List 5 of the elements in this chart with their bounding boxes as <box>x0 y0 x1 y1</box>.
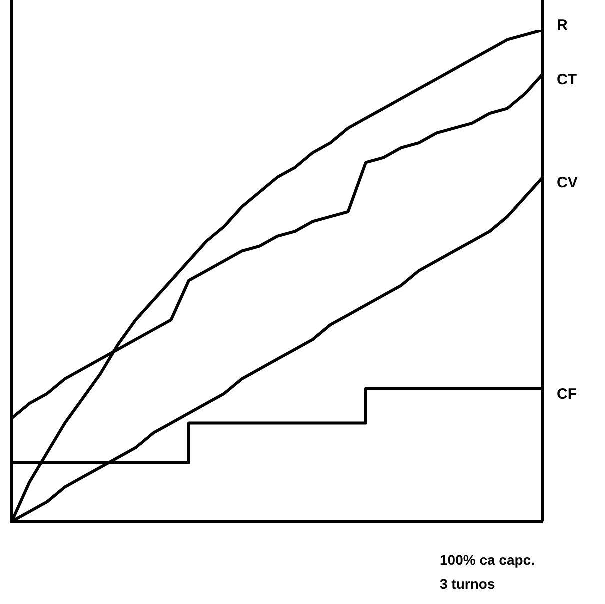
series-label: R <box>557 17 568 34</box>
series-label: CT <box>557 71 577 88</box>
series-label: CF <box>557 386 577 404</box>
series-label: CV <box>557 174 578 192</box>
x-axis-title: 100% ca capc. 3 turnos <box>440 551 536 594</box>
